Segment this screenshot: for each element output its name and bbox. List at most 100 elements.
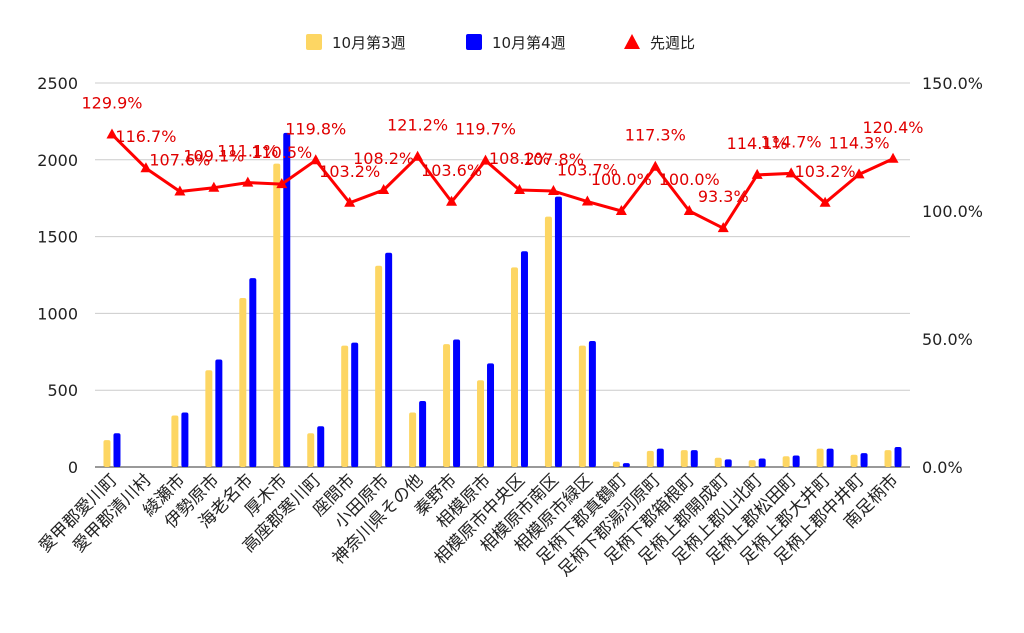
bar bbox=[850, 454, 858, 467]
bar bbox=[554, 196, 562, 467]
bar bbox=[341, 345, 349, 467]
ratio-data-label: 119.8% bbox=[285, 119, 346, 138]
ratio-data-label: 103.2% bbox=[795, 162, 856, 181]
ratio-marker bbox=[174, 185, 186, 196]
ratio-marker bbox=[106, 128, 118, 139]
bar bbox=[239, 298, 247, 467]
ratio-marker bbox=[513, 184, 525, 195]
bar bbox=[249, 278, 257, 467]
ratio-data-label: 100.0% bbox=[659, 170, 720, 189]
ratio-marker bbox=[751, 168, 763, 179]
bar bbox=[351, 342, 359, 467]
bar bbox=[453, 339, 461, 467]
bar bbox=[520, 251, 528, 467]
bar bbox=[782, 456, 790, 467]
ratio-data-label: 129.9% bbox=[81, 93, 142, 112]
legend-label: 先週比 bbox=[650, 34, 695, 52]
bar bbox=[487, 363, 495, 467]
ratio-marker bbox=[480, 154, 492, 165]
ratio-marker bbox=[785, 167, 797, 178]
bar bbox=[419, 400, 427, 467]
bar bbox=[317, 426, 325, 467]
legend-swatch bbox=[466, 34, 482, 50]
bar bbox=[724, 459, 732, 467]
bar bbox=[273, 163, 281, 467]
bar bbox=[758, 458, 766, 467]
bar bbox=[409, 412, 417, 467]
bar bbox=[748, 460, 756, 467]
ratio-data-label: 100.0% bbox=[591, 170, 652, 189]
bar bbox=[307, 433, 315, 467]
bar bbox=[894, 447, 902, 467]
ratio-data-label: 114.3% bbox=[829, 133, 890, 152]
y-left-tick-label: 0 bbox=[68, 458, 78, 477]
bar bbox=[860, 453, 868, 467]
y-left-tick-label: 500 bbox=[47, 381, 78, 400]
ratio-data-label: 107.6% bbox=[149, 151, 210, 170]
ratio-data-label: 119.7% bbox=[455, 120, 516, 139]
bar bbox=[588, 341, 596, 467]
line-series: 129.9% 116.7% 107.6%109.1%111.1%110.5% 119.… bbox=[81, 93, 924, 233]
ratio-data-label: 109.1% bbox=[183, 147, 244, 166]
ratio-data-label: 110.5% bbox=[251, 143, 312, 162]
bar-series bbox=[103, 132, 902, 468]
ratio-marker bbox=[819, 196, 831, 207]
bar bbox=[646, 450, 654, 467]
ratio-marker bbox=[344, 196, 356, 207]
ratio-data-label: 114.7% bbox=[761, 132, 822, 151]
bar bbox=[510, 267, 518, 467]
ratio-marker bbox=[615, 205, 627, 215]
ratio-data-label: 121.2% bbox=[387, 116, 448, 135]
ratio-marker bbox=[547, 185, 559, 196]
bar bbox=[103, 440, 111, 467]
bar bbox=[544, 216, 552, 467]
bar bbox=[215, 359, 223, 467]
ratio-marker bbox=[683, 205, 695, 215]
bar bbox=[612, 461, 620, 467]
gridlines bbox=[95, 82, 910, 468]
ratio-data-label: 108.2% bbox=[489, 149, 550, 168]
ratio-marker bbox=[717, 222, 729, 233]
bar bbox=[171, 415, 179, 467]
y-left-tick-label: 1000 bbox=[37, 304, 78, 323]
legend: 10月第3週 10月第4週 先週比 bbox=[306, 34, 695, 52]
ratio-data-label: 120.4% bbox=[863, 118, 924, 137]
ratio-data-label: 93.3% bbox=[698, 187, 749, 206]
bar bbox=[792, 455, 800, 467]
y-left-tick-label: 2000 bbox=[37, 151, 78, 170]
bar bbox=[884, 450, 892, 467]
y-right-tick-label: 0.0% bbox=[922, 458, 963, 477]
bar bbox=[656, 448, 664, 467]
ratio-data-label: 114.1% bbox=[727, 134, 788, 153]
bar bbox=[385, 252, 393, 467]
bar bbox=[816, 448, 824, 467]
bar bbox=[205, 370, 213, 467]
legend-label: 10月第4週 bbox=[492, 34, 566, 52]
y-left-tick-label: 2500 bbox=[37, 74, 78, 93]
ratio-data-label: 117.3% bbox=[625, 126, 686, 145]
bar bbox=[477, 380, 485, 467]
bar bbox=[375, 265, 383, 467]
bar bbox=[690, 450, 698, 467]
bar bbox=[622, 463, 630, 467]
ratio-data-label: 116.7% bbox=[115, 127, 176, 146]
y-right-tick-label: 50.0% bbox=[922, 330, 973, 349]
bar bbox=[578, 345, 586, 467]
ratio-data-label: 107.8% bbox=[523, 150, 584, 169]
ratio-marker bbox=[412, 150, 424, 161]
bar bbox=[113, 433, 121, 467]
ratio-marker bbox=[378, 184, 390, 195]
y-right-tick-label: 100.0% bbox=[922, 202, 983, 221]
ratio-data-label: 103.7% bbox=[557, 161, 618, 180]
ratio-marker bbox=[887, 152, 899, 163]
ratio-marker bbox=[242, 176, 254, 187]
legend-swatch bbox=[624, 34, 640, 49]
legend-swatch bbox=[306, 34, 322, 50]
bar bbox=[714, 457, 722, 467]
ratio-marker bbox=[208, 181, 220, 192]
bar bbox=[181, 412, 189, 467]
ratio-data-label: 108.2% bbox=[353, 149, 414, 168]
bar bbox=[443, 344, 451, 467]
bar bbox=[680, 450, 688, 467]
